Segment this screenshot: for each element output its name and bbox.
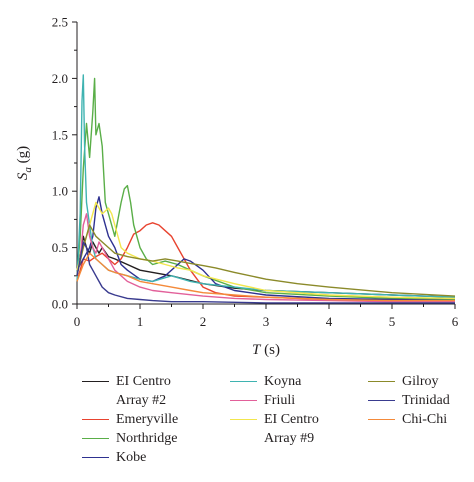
legend-item: Koyna: [230, 372, 301, 391]
x-tick-label: 1: [137, 314, 144, 329]
legend-label: Trinidad: [402, 393, 450, 408]
series-line-koyna: [76, 74, 456, 298]
y-tick-label: 0.0: [52, 297, 68, 312]
legend-swatch: [368, 400, 395, 401]
legend-swatch: [368, 381, 395, 382]
x-tick-label: 6: [452, 314, 459, 329]
y-axis-title: Sa (g): [15, 146, 34, 180]
legend-label: Gilroy: [402, 374, 439, 389]
y-tick-label: 0.5: [52, 240, 68, 255]
series-line-friuli: [76, 213, 455, 303]
legend-item: Emeryville: [82, 410, 178, 429]
legend-label: Friuli: [264, 393, 296, 408]
legend-label: EI Centro Array #2: [116, 374, 171, 408]
legend-swatch: [82, 457, 109, 458]
series-line-emeryville: [76, 222, 455, 302]
legend-swatch: [82, 419, 109, 420]
legend-swatch: [230, 400, 257, 401]
legend-item: Chi-Chi: [368, 410, 447, 429]
legend: EI Centro Array #2 Emeryville Northridge Ko…: [82, 372, 472, 472]
legend-swatch: [230, 419, 257, 420]
series-layer: [76, 74, 456, 304]
legend-item: EI Centro Array #9: [230, 410, 319, 448]
series-line-gilroy: [76, 224, 456, 297]
series-line-northridge: [76, 77, 456, 301]
legend-swatch: [230, 381, 257, 382]
legend-label: EI Centro Array #9: [264, 412, 319, 446]
legend-swatch: [82, 381, 109, 382]
legend-item: EI Centro Array #2: [82, 372, 171, 410]
legend-item: Northridge: [82, 429, 177, 448]
legend-swatch: [82, 438, 109, 439]
y-tick-label: 1.5: [52, 127, 68, 142]
x-tick-label: 4: [326, 314, 333, 329]
series-line-chi-chi: [76, 252, 455, 302]
y-tick-label: 2.5: [52, 15, 68, 30]
legend-label: Emeryville: [116, 412, 179, 427]
x-tick-label: 2: [200, 314, 207, 329]
legend-item: Gilroy: [368, 372, 439, 391]
x-tick-label: 5: [389, 314, 396, 329]
x-tick-label: 0: [74, 314, 81, 329]
legend-label: Chi-Chi: [402, 412, 448, 427]
x-axis-title: T (s): [252, 342, 280, 358]
axes: 0.0 0.5 1.0 1.5 2.0 2.5 0 1 2 3 4 5 6: [52, 15, 459, 330]
y-tick-label: 1.0: [52, 184, 68, 199]
legend-label: Northridge: [116, 431, 178, 446]
legend-item: Kobe: [82, 448, 146, 467]
series-line-ei-centro-array-2: [76, 235, 456, 298]
chart-svg: 0.0 0.5 1.0 1.5 2.0 2.5 0 1 2 3 4 5 6 Sa (g) T (s): [15, 15, 459, 359]
legend-item: Trinidad: [368, 391, 450, 410]
legend-label: Kobe: [116, 450, 147, 465]
legend-label: Koyna: [264, 374, 302, 389]
legend-swatch: [368, 419, 395, 420]
x-tick-label: 3: [263, 314, 270, 329]
series-line-trinidad: [76, 241, 455, 304]
y-tick-label: 2.0: [52, 71, 68, 86]
series-line-kobe: [76, 196, 456, 302]
legend-item: Friuli: [230, 391, 295, 410]
